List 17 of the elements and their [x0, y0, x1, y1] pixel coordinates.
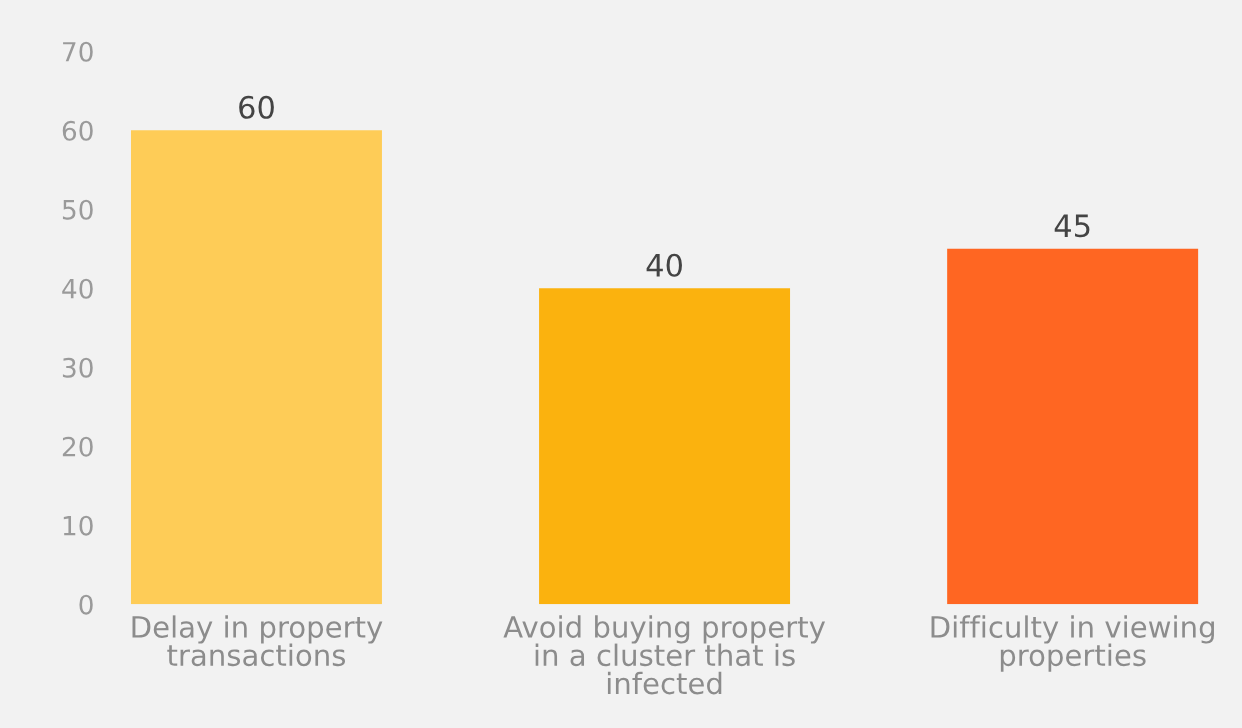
y-tick-label: 0: [79, 594, 93, 615]
bar: [539, 288, 791, 605]
y-tick-label: 60: [62, 120, 93, 141]
y-tick-label: 30: [62, 357, 93, 378]
y-tick-label: 40: [62, 278, 93, 299]
bar: [947, 248, 1199, 605]
x-tick-label: Delay in property transactions: [132, 615, 383, 667]
x-tick-label: Difficulty in viewing properties: [931, 615, 1214, 672]
data-label: 45: [1054, 214, 1090, 238]
y-tick-label: 70: [63, 41, 93, 62]
y-tick-label: 50: [62, 199, 93, 220]
x-tick-label: Avoid buying property in a cluster that is infected: [503, 615, 826, 695]
y-tick-label: 10: [63, 515, 93, 536]
data-label: 60: [239, 95, 274, 119]
data-label: 40: [646, 253, 682, 277]
bar: [130, 130, 382, 605]
y-tick-label: 20: [62, 436, 93, 457]
